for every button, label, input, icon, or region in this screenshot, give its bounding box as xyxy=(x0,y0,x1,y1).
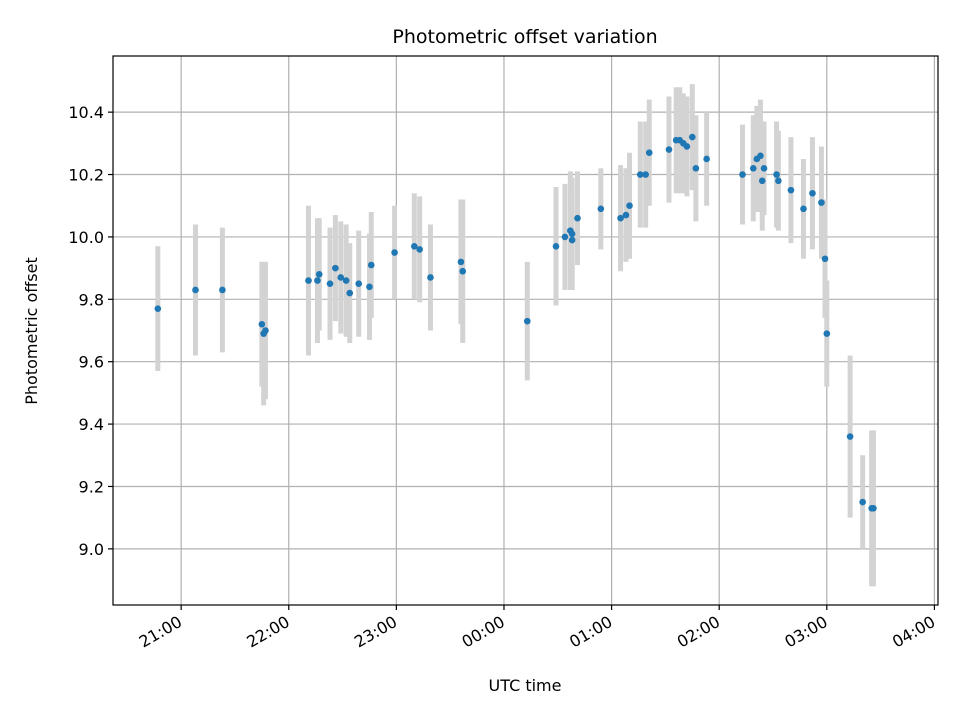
data-point xyxy=(346,289,354,297)
data-point xyxy=(367,261,375,269)
data-point xyxy=(758,177,766,185)
data-point xyxy=(821,255,829,263)
data-point xyxy=(154,305,162,312)
data-point xyxy=(337,274,345,281)
data-point xyxy=(809,189,816,197)
y-tick-label: 9.8 xyxy=(79,290,104,309)
data-point xyxy=(617,214,624,222)
data-point xyxy=(846,433,854,440)
data-point xyxy=(823,330,831,337)
y-tick-label: 10.0 xyxy=(68,228,104,247)
data-points xyxy=(154,133,877,512)
data-point xyxy=(568,230,576,238)
data-point xyxy=(391,249,398,256)
data-point xyxy=(427,274,434,281)
data-point xyxy=(688,133,696,141)
data-point xyxy=(355,280,363,288)
data-point xyxy=(315,271,323,278)
data-point xyxy=(314,277,321,284)
data-point xyxy=(692,164,700,172)
data-point xyxy=(552,242,560,250)
data-point xyxy=(870,505,877,512)
data-point xyxy=(818,199,825,206)
data-point xyxy=(760,164,768,172)
data-point xyxy=(262,327,269,334)
data-point xyxy=(773,171,780,178)
data-point xyxy=(366,283,373,291)
y-tick-label: 9.4 xyxy=(79,415,104,434)
plot-frame xyxy=(112,55,939,606)
data-point xyxy=(626,202,633,210)
data-point xyxy=(859,498,866,506)
data-point xyxy=(775,177,782,185)
data-point xyxy=(561,233,569,241)
data-point xyxy=(636,171,644,178)
x-axis-label: UTC time xyxy=(489,676,562,695)
y-axis-label: Photometric offset xyxy=(22,257,41,405)
data-point xyxy=(523,317,531,325)
data-point xyxy=(749,164,757,172)
data-point xyxy=(411,242,418,250)
data-point xyxy=(703,155,710,163)
y-tick-label: 9.6 xyxy=(79,353,104,372)
data-point xyxy=(574,214,581,222)
y-tick-label: 10.4 xyxy=(68,103,104,122)
data-point xyxy=(457,258,465,266)
data-point xyxy=(642,171,649,178)
y-tick-label: 9.2 xyxy=(79,477,104,496)
data-point xyxy=(416,246,423,253)
y-tick-label: 9.0 xyxy=(79,540,104,559)
data-point xyxy=(739,171,746,178)
data-point xyxy=(645,149,653,156)
data-point xyxy=(597,205,605,213)
data-point xyxy=(192,286,199,294)
data-point xyxy=(800,205,807,213)
data-point xyxy=(683,143,691,150)
data-point xyxy=(568,236,576,244)
data-point xyxy=(342,277,350,284)
chart-title: Photometric offset variation xyxy=(392,26,657,48)
data-point xyxy=(459,267,467,275)
data-point xyxy=(757,152,764,160)
data-point xyxy=(258,320,266,328)
data-point xyxy=(326,280,334,288)
data-point xyxy=(219,286,226,294)
data-point xyxy=(665,146,673,153)
data-point xyxy=(305,277,312,284)
data-point xyxy=(332,264,339,272)
data-point xyxy=(787,186,795,194)
data-point xyxy=(622,211,630,219)
y-axis-ticks: 9.0 9.2 9.4 9.6 9.8 10.0 10.2 10.4 xyxy=(68,103,113,559)
y-tick-label: 10.2 xyxy=(68,166,104,185)
